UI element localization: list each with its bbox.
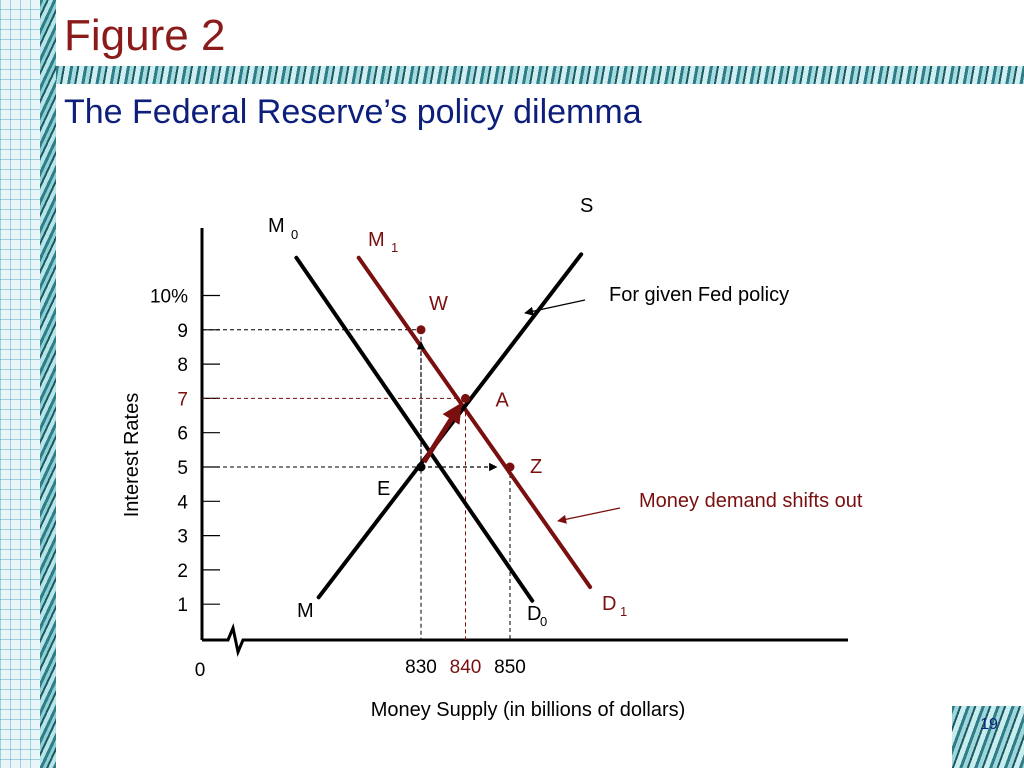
x-tick-label: 830: [405, 657, 437, 678]
y-tick-label: 4: [177, 492, 188, 513]
point-a: [461, 393, 470, 403]
title-divider-band: [56, 66, 1024, 84]
slide-title: The Federal Reserve’s policy dilemma: [64, 93, 642, 131]
curve-label-m1: M: [368, 229, 385, 251]
y-axis-title: Interest Rates: [121, 393, 143, 518]
point-label-w: W: [429, 293, 448, 315]
curve-label-d1: D: [602, 593, 616, 615]
curve-m0d0: [294, 255, 535, 603]
y-tick-label: 5: [177, 458, 188, 479]
y-tick-label: 2: [177, 561, 188, 582]
y-tick-label: 3: [177, 527, 188, 548]
y-tick-label: 8: [177, 355, 188, 376]
curve-label-subscript: 0: [540, 614, 547, 629]
annotation-arrow-fed-policy: [524, 299, 586, 316]
arrow-e-to-a: [421, 402, 462, 464]
x-axis-title: Money Supply (in billions of dollars): [371, 699, 686, 721]
corner-decoration: [952, 706, 1024, 768]
point-z: [505, 462, 515, 472]
curve-label-d0: D: [527, 603, 541, 625]
left-texture-band: [40, 0, 56, 768]
y-tick-label: 9: [177, 321, 188, 342]
y-tick-label: 1: [177, 595, 188, 616]
x-tick-label: 840: [450, 657, 482, 678]
page-number: 19: [980, 716, 998, 733]
y-tick-label: 6: [177, 424, 188, 445]
point-label-e: E: [377, 478, 390, 500]
point-w: [416, 325, 426, 335]
origin-label: 0: [195, 660, 206, 681]
curve-label-m0: M: [268, 215, 285, 237]
point-e: [416, 462, 426, 472]
figure-label: Figure 2: [64, 11, 226, 60]
x-tick-label: 850: [494, 657, 526, 678]
curve-label-s: S: [580, 195, 593, 217]
y-tick-label: 10%: [150, 287, 188, 308]
curve-m1d1: [356, 255, 593, 590]
y-tick-label: 7: [177, 389, 188, 410]
point-label-a: A: [496, 389, 510, 411]
point-label-z: Z: [530, 456, 542, 478]
curve-label-subscript: 1: [391, 240, 398, 255]
curve-label-subscript: 1: [620, 604, 627, 619]
annotation-fed-policy: For given Fed policy: [609, 284, 789, 306]
curve-label-subscript: 0: [291, 227, 298, 242]
annotation-demand-shift: Money demand shifts out: [639, 490, 863, 512]
curve-label-m: M: [297, 600, 314, 622]
annotation-arrow-demand-shift: [557, 507, 621, 524]
x-axis: [202, 622, 848, 658]
